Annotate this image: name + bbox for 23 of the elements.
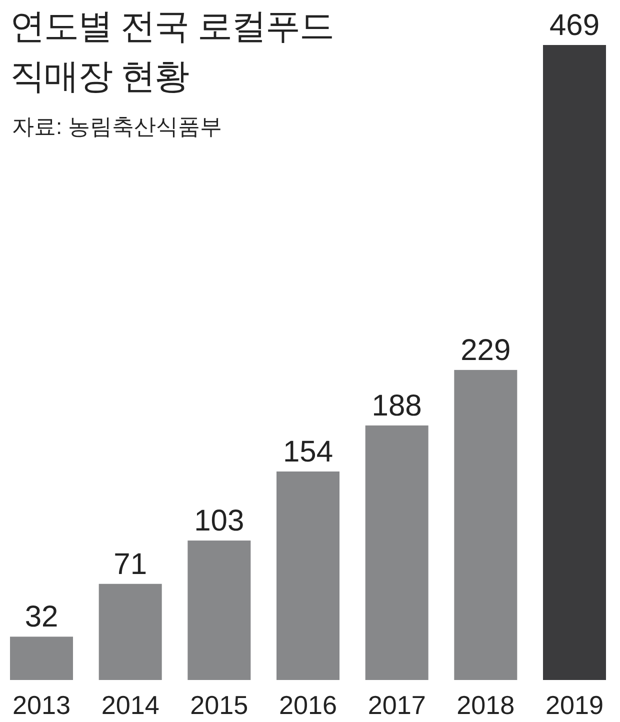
data-label: 154 [282,435,334,468]
data-label: 71 [114,548,148,581]
data-label: 103 [194,504,244,538]
x-tick-label: 2016 [279,690,337,720]
x-tick-label: 2019 [546,690,604,720]
bar [188,540,251,680]
bar [454,370,518,680]
x-tick-label: 2015 [190,690,248,720]
bar [98,584,162,680]
x-tick-label: 2014 [101,690,160,720]
x-tick-label: 2017 [368,690,426,720]
bar [365,425,428,680]
x-tick-label: 2013 [12,690,70,720]
data-label: 188 [372,389,422,422]
bar [276,471,340,680]
data-label: 469 [549,9,600,42]
bar [543,45,606,680]
data-label: 32 [24,600,58,634]
annotation: 자료: 농림축산식품부 [12,113,222,141]
x-tick-label: 2018 [456,690,515,720]
chart-title: 연도별 전국 로컬푸드 직매장 현황 [10,6,334,98]
data-label: 229 [460,334,511,367]
bar [10,636,73,680]
